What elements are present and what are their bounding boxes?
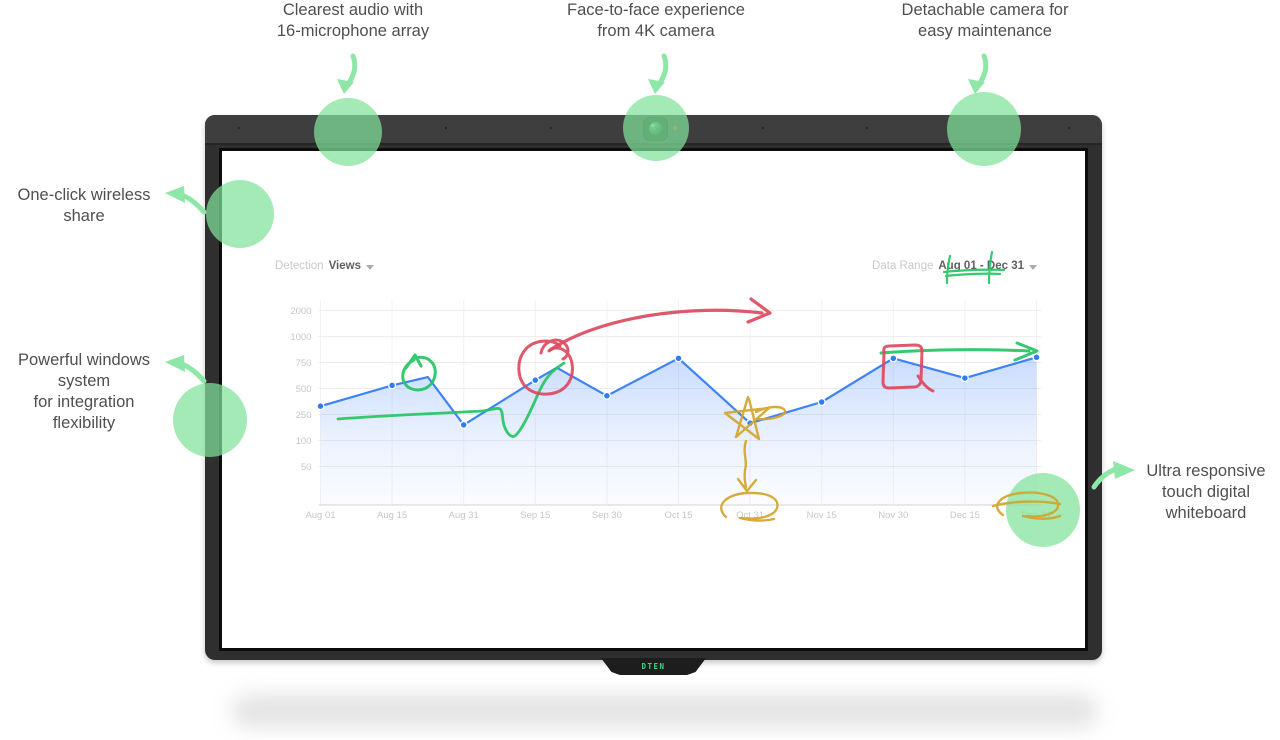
curved-arrow-down-icon xyxy=(657,53,669,86)
arrowhead-icon xyxy=(1113,461,1135,479)
highlight-circle-camera xyxy=(623,95,689,161)
chevron-down-icon xyxy=(1029,264,1038,270)
brand-tab: DTEN xyxy=(601,658,706,675)
callout-wireless-share: One-click wireless share xyxy=(17,186,151,225)
mic-hole xyxy=(445,127,447,129)
callout-windows-system: Powerful windows system for integration … xyxy=(17,351,151,432)
brand-logo: DTEN xyxy=(641,662,666,671)
callout-mic-array: Clearest audio with 16-microphone array xyxy=(276,1,430,40)
detection-dropdown[interactable]: Detection Views xyxy=(275,260,374,272)
date-range-label: Data Range xyxy=(872,260,934,272)
mic-hole xyxy=(550,127,552,129)
mic-hole xyxy=(866,127,868,129)
device-shadow xyxy=(232,694,1098,728)
highlight-circle-detachable-camera xyxy=(947,92,1021,166)
detection-label: Detection xyxy=(275,260,324,272)
callout-touch-whiteboard: Ultra responsive touch digital whiteboar… xyxy=(1146,462,1266,522)
mic-hole xyxy=(762,127,764,129)
arrowhead-icon xyxy=(337,79,354,94)
curved-arrow-left-icon xyxy=(181,362,207,384)
arrowhead-icon xyxy=(648,79,665,94)
device-frame: DTEN xyxy=(205,115,1102,675)
mic-hole xyxy=(238,127,240,129)
highlight-circle-mic-array xyxy=(314,98,382,166)
arrowhead-icon xyxy=(165,355,185,372)
mic-hole xyxy=(1068,127,1070,129)
highlight-circle-wireless-share xyxy=(206,180,274,248)
callout-4k-camera: Face-to-face experience from 4K camera xyxy=(567,1,745,40)
date-range-value: Aug 01 - Dec 31 xyxy=(938,260,1025,272)
callout-detachable-camera: Detachable camera for easy maintenance xyxy=(901,1,1069,40)
date-range-dropdown[interactable]: Data Range Aug 01 - Dec 31 xyxy=(872,260,1038,272)
chevron-down-icon xyxy=(366,264,374,270)
highlight-circle-windows-system xyxy=(173,383,247,457)
display-screen xyxy=(219,148,1088,651)
curved-arrow-down-icon xyxy=(346,53,358,86)
detection-value: Views xyxy=(328,260,361,272)
curved-arrow-down-icon xyxy=(977,53,989,86)
highlight-circle-whiteboard xyxy=(1006,473,1080,547)
curved-arrow-left-icon xyxy=(181,193,207,215)
arrowhead-icon xyxy=(165,186,185,203)
